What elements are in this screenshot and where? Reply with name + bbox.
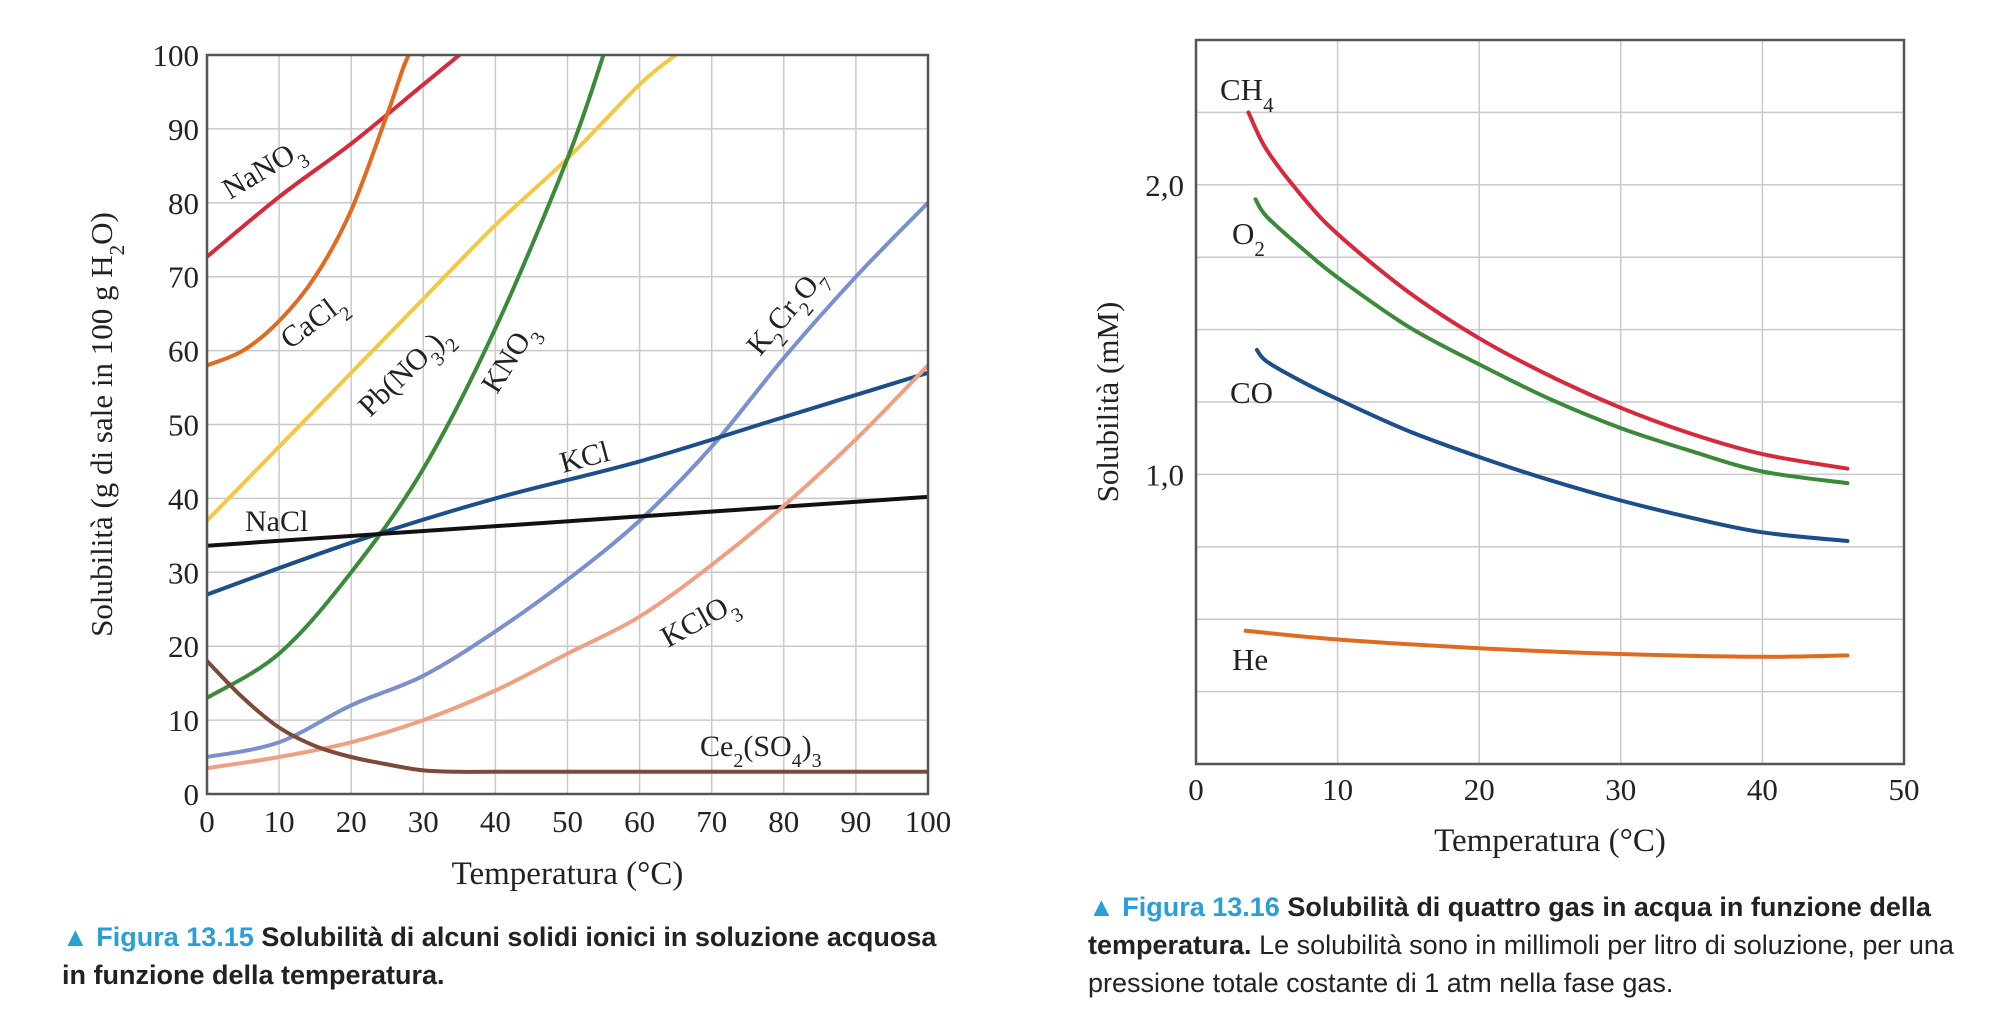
series-label-ce2-so4-3: Ce2(SO4)3 — [700, 730, 822, 772]
x-tick-label: 50 — [1889, 772, 1920, 807]
series-line-cacl2 — [207, 55, 426, 368]
x-tick-label: 60 — [624, 804, 655, 839]
y-tick-label: 40 — [168, 481, 199, 516]
x-tick-label: 20 — [336, 804, 367, 839]
series-label-nano3: NaNO3 — [217, 132, 314, 213]
x-tick-label: 30 — [408, 804, 439, 839]
y-tick-label: 30 — [168, 555, 199, 590]
y-tick-label: 1,0 — [1145, 457, 1184, 492]
caption-figure-13-15: ▲ Figura 13.15 Solubilità di alcuni soli… — [62, 918, 962, 994]
series-label-nacl: NaCl — [245, 505, 308, 538]
plot-frame — [1194, 38, 1906, 766]
series-line-nano3 — [207, 55, 462, 259]
x-tick-label: 0 — [199, 804, 215, 839]
series-line-o2 — [1253, 197, 1850, 486]
x-tick-label: 40 — [1747, 772, 1778, 807]
caption-title: Solubilità di alcuni solidi ionici in so… — [62, 922, 937, 990]
series-line-pb-no3-2 — [207, 55, 678, 523]
y-axis-title: Solubilità (mM) — [1090, 302, 1125, 503]
series-label-kcl: KCl — [556, 435, 613, 480]
series-line-ch4 — [1246, 110, 1850, 471]
x-tick-label: 100 — [905, 804, 952, 839]
series-label-ch4: CH4 — [1220, 72, 1274, 117]
plot-frame — [205, 53, 930, 796]
x-tick-label: 50 — [552, 804, 583, 839]
x-tick-label: 20 — [1464, 772, 1495, 807]
chart-solids-solubility: 0 10 20 30 40 50 60 70 80 90 100 0 10 20 30 40 50 60 70 80 9… — [84, 38, 951, 892]
caption-figure-13-16: ▲ Figura 13.16 Solubilità di quattro gas… — [1088, 888, 1968, 1002]
x-tick-label: 80 — [768, 804, 799, 839]
series-line-kclo3 — [207, 363, 928, 771]
x-tick-label: 30 — [1605, 772, 1636, 807]
y-tick-label: 90 — [168, 112, 199, 147]
series-line-kcl — [207, 370, 928, 597]
x-tick-label: 0 — [1188, 772, 1204, 807]
y-tick-label: 0 — [184, 777, 200, 812]
series-label-pb-no3-2: Pb(NO3)2 — [352, 319, 464, 429]
y-tick-label: 10 — [168, 703, 199, 738]
series-label-co: CO — [1230, 375, 1273, 410]
caption-text: Le solubilità sono in millimoli per litr… — [1088, 930, 1954, 998]
series-group — [1243, 110, 1850, 659]
y-tick-label: 2,0 — [1145, 168, 1184, 203]
series-line-kno3 — [207, 55, 606, 700]
x-tick-label: 10 — [1322, 772, 1353, 807]
y-tick-label: 60 — [168, 334, 199, 369]
chart-gases-solubility: 0 10 20 30 40 50 1,0 2,0 Temperatura (°C) Solubil… — [1090, 38, 1920, 859]
x-tick-label: 40 — [480, 804, 511, 839]
series-line-k2cr2o7 — [207, 200, 928, 759]
x-tick-label: 70 — [696, 804, 727, 839]
x-axis-title: Temperatura (°C) — [1434, 823, 1666, 859]
y-axis-title: Solubilità (g di sale in 100 g H2O) — [84, 212, 129, 637]
x-tick-label: 10 — [264, 804, 295, 839]
y-tick-label: 80 — [168, 186, 199, 221]
y-tick-label: 20 — [168, 629, 199, 664]
caption-title: Solubilità di quattro gas in acqua in fu… — [1088, 892, 1931, 960]
x-tick-label: 90 — [840, 804, 871, 839]
grid — [206, 54, 929, 795]
series-line-he — [1243, 628, 1850, 659]
x-axis-title: Temperatura (°C) — [452, 856, 684, 892]
series-label-he: He — [1232, 642, 1268, 677]
caption-figure-number: ▲ Figura 13.15 — [62, 922, 254, 952]
caption-figure-number: ▲ Figura 13.16 — [1088, 892, 1280, 922]
series-line-nacl — [207, 494, 928, 548]
series-line-co — [1254, 347, 1850, 543]
y-tick-label: 50 — [168, 408, 199, 443]
y-tick-label: 100 — [153, 38, 200, 73]
series-line-ce2-so4-3 — [207, 659, 928, 774]
series-label-kno3: KNO3 — [475, 318, 550, 404]
series-group — [207, 55, 928, 774]
y-tick-label: 70 — [168, 260, 199, 295]
series-label-o2: O2 — [1232, 216, 1265, 261]
